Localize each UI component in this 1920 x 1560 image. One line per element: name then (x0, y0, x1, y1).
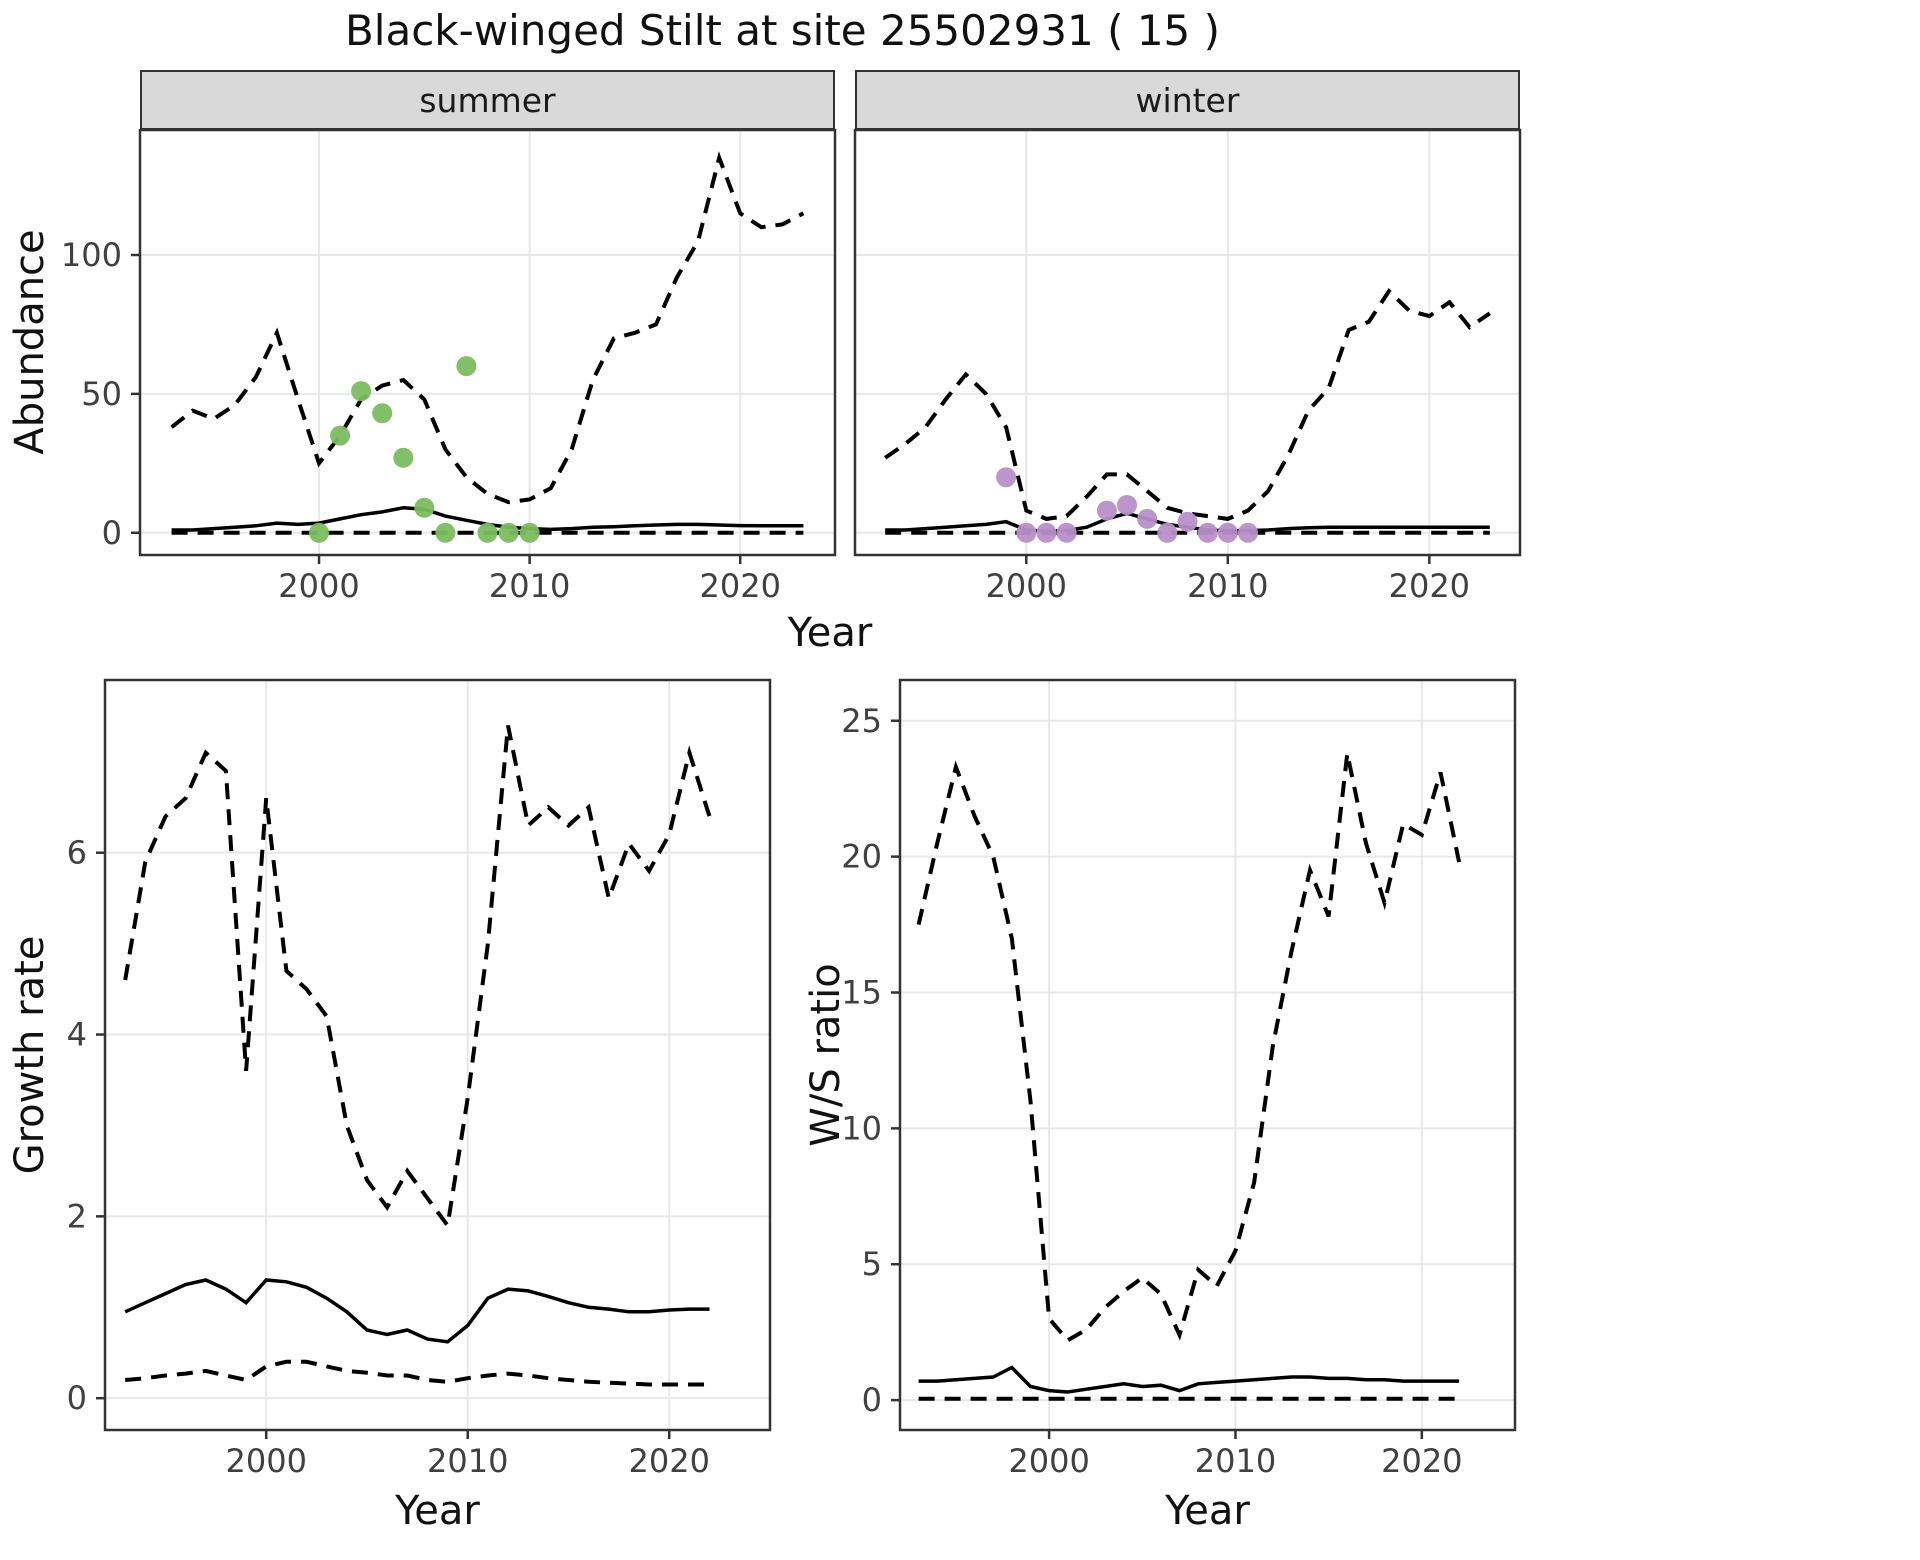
year-axis-label-ratio: Year (1165, 1488, 1250, 1534)
panel-border (103, 678, 772, 1432)
x-tick-label: 2010 (489, 567, 570, 605)
y-tick-label: 10 (841, 1109, 882, 1147)
panel-background (855, 130, 1520, 555)
y-tick-label: 50 (81, 375, 122, 413)
winter-observed-count (996, 467, 1017, 488)
x-tick-label: 2010 (1195, 1442, 1276, 1480)
series-upper-ci (884, 287, 1491, 521)
series-median (918, 1365, 1460, 1394)
x-tick-label: 2020 (1389, 567, 1470, 605)
growth-rate-axis-label: Growth rate (7, 935, 53, 1175)
winter-observed-count (1238, 522, 1258, 543)
y-tick-label: 4 (67, 1016, 87, 1054)
y-tick-label: 6 (67, 834, 87, 872)
facet-strip-winter: winter (855, 70, 1520, 130)
y-tick-label: 100 (61, 236, 122, 274)
summer-observed-count (351, 381, 372, 402)
y-tick-label: 2 (67, 1197, 87, 1235)
winter-observed-count (1036, 522, 1057, 543)
summer-observed-count (519, 522, 540, 543)
summer-observed-count (330, 425, 351, 446)
series-median (124, 1278, 710, 1344)
series-lower-ci (125, 1359, 710, 1387)
summer-observed-count (498, 522, 519, 543)
y-tick-label: 5 (862, 1245, 882, 1283)
ws-ratio-axis-label: W/S ratio (803, 963, 849, 1147)
winter-observed-count (1096, 500, 1117, 521)
y-tick-label: 15 (841, 974, 882, 1012)
summer-observed-count (309, 522, 329, 543)
x-tick-label: 2000 (1008, 1442, 1089, 1480)
x-tick-label: 2000 (225, 1442, 306, 1480)
facet-label-summer: summer (419, 80, 556, 120)
series-upper-ci (170, 151, 805, 505)
x-tick-label: 2020 (700, 567, 781, 605)
y-tick-label: 0 (862, 1381, 882, 1419)
facet-label-winter: winter (1135, 80, 1240, 120)
summer-observed-count (435, 522, 456, 543)
y-tick-label: 0 (67, 1379, 87, 1417)
summer-observed-count (477, 522, 498, 543)
panel-background (140, 130, 835, 555)
x-tick-label: 2020 (1381, 1442, 1462, 1480)
ws-ratio-plot: 2000 2010 2020 0 5 10 15 20 25 (841, 678, 1517, 1480)
x-tick-label: 2000 (986, 567, 1067, 605)
winter-observed-count (1137, 508, 1158, 529)
summer-observed-count (456, 356, 477, 377)
panel-border (898, 678, 1517, 1432)
year-axis-label-top: Year (787, 610, 873, 656)
x-tick-label: 2020 (629, 1442, 710, 1480)
x-tick-label: 2010 (427, 1442, 508, 1480)
year-axis-label-growth: Year (395, 1488, 480, 1534)
winter-observed-count (1117, 495, 1137, 515)
summer-observed-count (414, 497, 435, 518)
winter-observed-count (1217, 522, 1238, 543)
series-upper-ci (916, 752, 1462, 1343)
abundance-summer-plot: 2000 2010 2020 0 50 100 (61, 128, 837, 605)
chart-title: Black-winged Stilt at site 25502931 ( 15… (344, 6, 1221, 55)
series-upper-ci (123, 725, 712, 1231)
winter-observed-count (1056, 522, 1077, 543)
abundance-axis-label: Abundance (7, 229, 53, 455)
winter-observed-count (1157, 522, 1178, 543)
panel-border (853, 128, 1522, 557)
y-tick-label: 20 (841, 838, 882, 876)
x-tick-label: 2000 (278, 567, 359, 605)
y-tick-label: 25 (841, 702, 882, 740)
panel-border (138, 128, 837, 557)
growth-rate-plot: 2000 2010 2020 0 2 4 6 (67, 678, 772, 1480)
winter-observed-count (1197, 522, 1218, 543)
panel-background (900, 680, 1515, 1430)
y-tick-label: 0 (102, 514, 122, 552)
summer-observed-count (393, 447, 414, 468)
winter-observed-count (1016, 522, 1037, 543)
x-tick-label: 2010 (1187, 567, 1268, 605)
summer-observed-count (372, 403, 393, 424)
facet-strip-summer: summer (140, 70, 835, 130)
abundance-winter-plot: 2000 2010 2020 (853, 128, 1522, 605)
winter-observed-count (1177, 511, 1198, 532)
panel-background (105, 680, 770, 1430)
